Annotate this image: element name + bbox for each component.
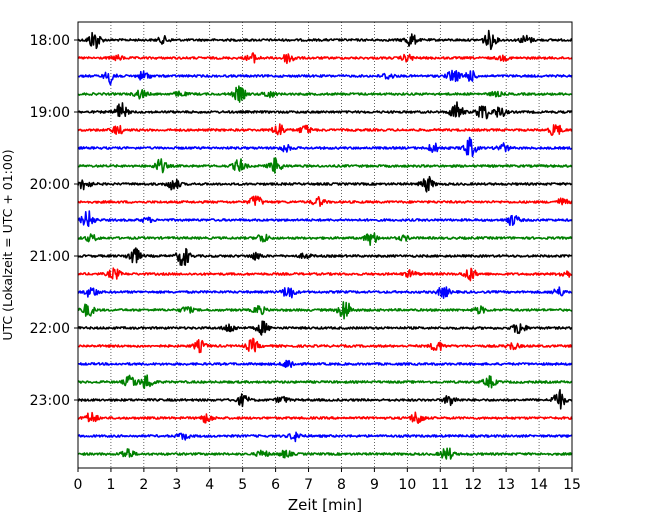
y-tick-label: 22:00 <box>30 321 70 337</box>
y-tick-label: 23:00 <box>30 393 70 409</box>
y-tick-label: 21:00 <box>30 249 70 265</box>
x-tick-label: 8 <box>337 477 346 493</box>
x-axis-label: Zeit [min] <box>288 496 362 514</box>
y-axis-label: UTC (Lokalzeit = UTC + 01:00) <box>0 149 15 340</box>
seismic-trace <box>77 210 573 228</box>
y-tick-label: 18:00 <box>30 33 70 49</box>
x-tick-label: 10 <box>398 477 416 493</box>
seismic-trace <box>77 29 573 51</box>
x-tick-label: 12 <box>464 477 482 493</box>
seismic-trace <box>77 337 573 354</box>
x-tick-label: 11 <box>431 477 449 493</box>
seismic-trace <box>77 247 573 267</box>
x-tick-label: 7 <box>304 477 313 493</box>
seismic-trace <box>77 232 573 247</box>
seismic-trace <box>77 136 573 158</box>
seismic-trace <box>77 301 573 320</box>
seismic-trace <box>77 157 573 174</box>
y-tick-label: 20:00 <box>30 177 70 193</box>
x-tick-label: 15 <box>563 477 581 493</box>
x-tick-label: 0 <box>74 477 83 493</box>
x-tick-label: 2 <box>139 477 148 493</box>
x-tick-label: 6 <box>271 477 280 493</box>
x-tick-label: 9 <box>370 477 379 493</box>
seismic-trace <box>77 101 573 120</box>
seismic-trace <box>77 359 573 369</box>
x-tick-label: 4 <box>205 477 214 493</box>
seismic-trace <box>77 411 573 425</box>
seismic-trace <box>77 123 573 136</box>
x-tick-label: 3 <box>172 477 181 493</box>
seismic-trace <box>77 195 573 207</box>
seismic-trace <box>77 267 573 282</box>
seismic-trace <box>77 286 573 299</box>
x-tick-label: 13 <box>497 477 515 493</box>
seismic-trace <box>77 85 573 103</box>
plot-frame <box>77 21 573 469</box>
y-tick-label: 19:00 <box>30 105 70 121</box>
seismic-trace <box>77 69 573 86</box>
x-tick-label: 14 <box>530 477 548 493</box>
x-tick-label: 5 <box>238 477 247 493</box>
seismic-trace <box>77 431 573 443</box>
seismic-trace <box>77 52 573 65</box>
seismic-trace <box>77 175 573 193</box>
x-tick-label: 1 <box>106 477 115 493</box>
seismic-trace <box>77 388 573 410</box>
seismic-trace <box>77 374 573 390</box>
seismic-trace <box>77 447 573 460</box>
seismic-trace <box>77 320 573 336</box>
